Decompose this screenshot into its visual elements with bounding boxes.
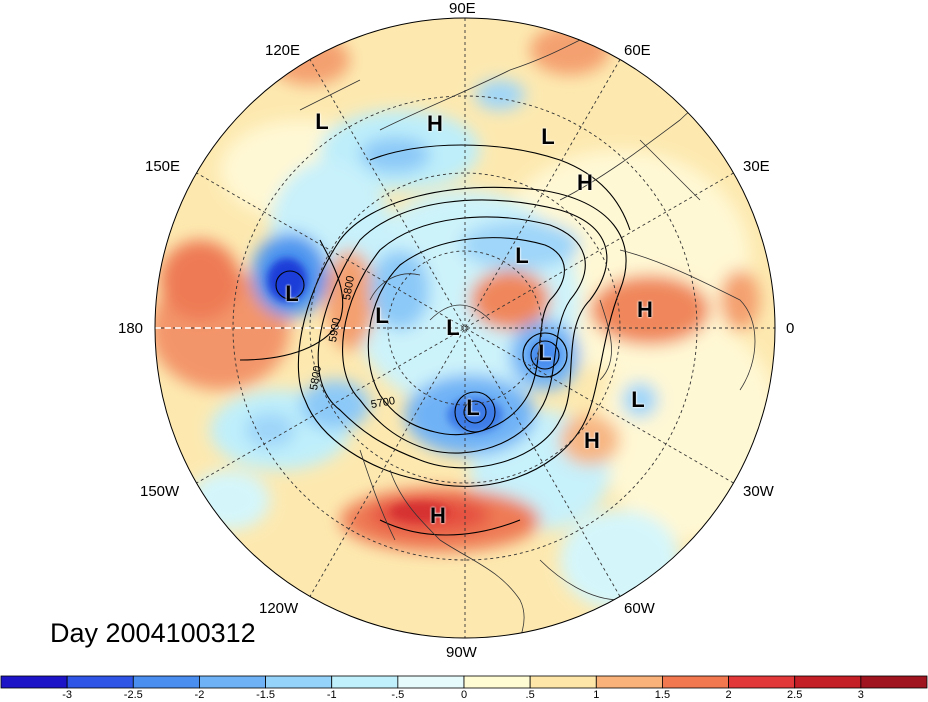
colorbar	[0, 675, 928, 689]
lon-label-120e: 120E	[265, 42, 301, 59]
graticule	[155, 18, 775, 638]
pressure-center-label: L	[375, 303, 389, 328]
colorbar-swatch	[595, 675, 663, 689]
colorbar-tick-label: 0	[460, 689, 468, 701]
colorbar-swatch	[66, 675, 134, 689]
colorbar-tick-label: -.5	[391, 689, 405, 701]
lon-label-30w: 30W	[743, 483, 774, 500]
colorbar-tick-label: -1	[326, 689, 337, 701]
colorbar-tick-label: -2.5	[123, 689, 143, 701]
colorbar-swatch	[132, 675, 200, 689]
pressure-center-label: L	[285, 281, 299, 306]
pressure-center-label: L	[538, 340, 552, 365]
coastlines	[299, 39, 756, 638]
colorbar-tick-label: 2	[725, 689, 732, 701]
colorbar-tick-label: 2.5	[787, 689, 803, 701]
colorbar-swatch	[728, 675, 796, 689]
lon-label-180: 180	[118, 320, 144, 337]
colorbar-tick-label: .5	[525, 689, 535, 701]
colorbar-swatch	[794, 675, 862, 689]
colorbar-swatch	[397, 675, 465, 689]
pressure-center-label: L	[466, 395, 480, 420]
pressure-center-label: H	[637, 297, 653, 322]
map-border	[154, 17, 776, 639]
pressure-center-label: L	[631, 387, 645, 412]
colorbar-tick-label: -3	[62, 689, 73, 701]
lon-label-60w: 60W	[624, 600, 655, 617]
colorbar-tick-label: 1.5	[654, 689, 671, 701]
lon-label-150w: 150W	[140, 483, 180, 500]
colorbar-swatch	[331, 675, 399, 689]
colorbar-swatch	[529, 675, 597, 689]
colorbar-swatch	[463, 675, 531, 689]
pressure-center-label: H	[577, 170, 593, 195]
pressure-center-label: H	[584, 428, 600, 453]
lon-label-60e: 60E	[624, 42, 651, 59]
colorbar-tick-label: 3	[857, 689, 864, 701]
lon-label-30e: 30E	[743, 158, 770, 175]
colorbar-swatch	[265, 675, 333, 689]
colorbar-swatch	[662, 675, 729, 689]
pressure-center-label: L	[515, 243, 529, 268]
colorbar-swatch	[199, 675, 266, 689]
colorbar-tick-label: 1	[593, 689, 600, 701]
colorbar-tick-label: -1.5	[256, 689, 276, 701]
day-title: Day 2004100312	[50, 618, 256, 648]
pressure-center-label: L	[315, 109, 329, 134]
pressure-center-label: H	[430, 503, 446, 528]
height-contours	[239, 144, 631, 536]
anomaly-field	[155, 18, 775, 638]
lon-label-0: 0	[786, 320, 795, 337]
pressure-center-label: H	[427, 111, 443, 136]
lon-label-150e: 150E	[145, 158, 181, 175]
colorbar-swatch	[0, 675, 68, 689]
lon-label-90e: 90E	[449, 0, 476, 17]
lon-label-120w: 120W	[259, 600, 299, 617]
colorbar-tick-label: -2	[194, 689, 205, 701]
colorbar-swatch	[860, 675, 928, 689]
pressure-center-label: L	[446, 315, 460, 340]
pressure-center-label: L	[541, 124, 555, 149]
lon-label-90w: 90W	[446, 644, 477, 661]
